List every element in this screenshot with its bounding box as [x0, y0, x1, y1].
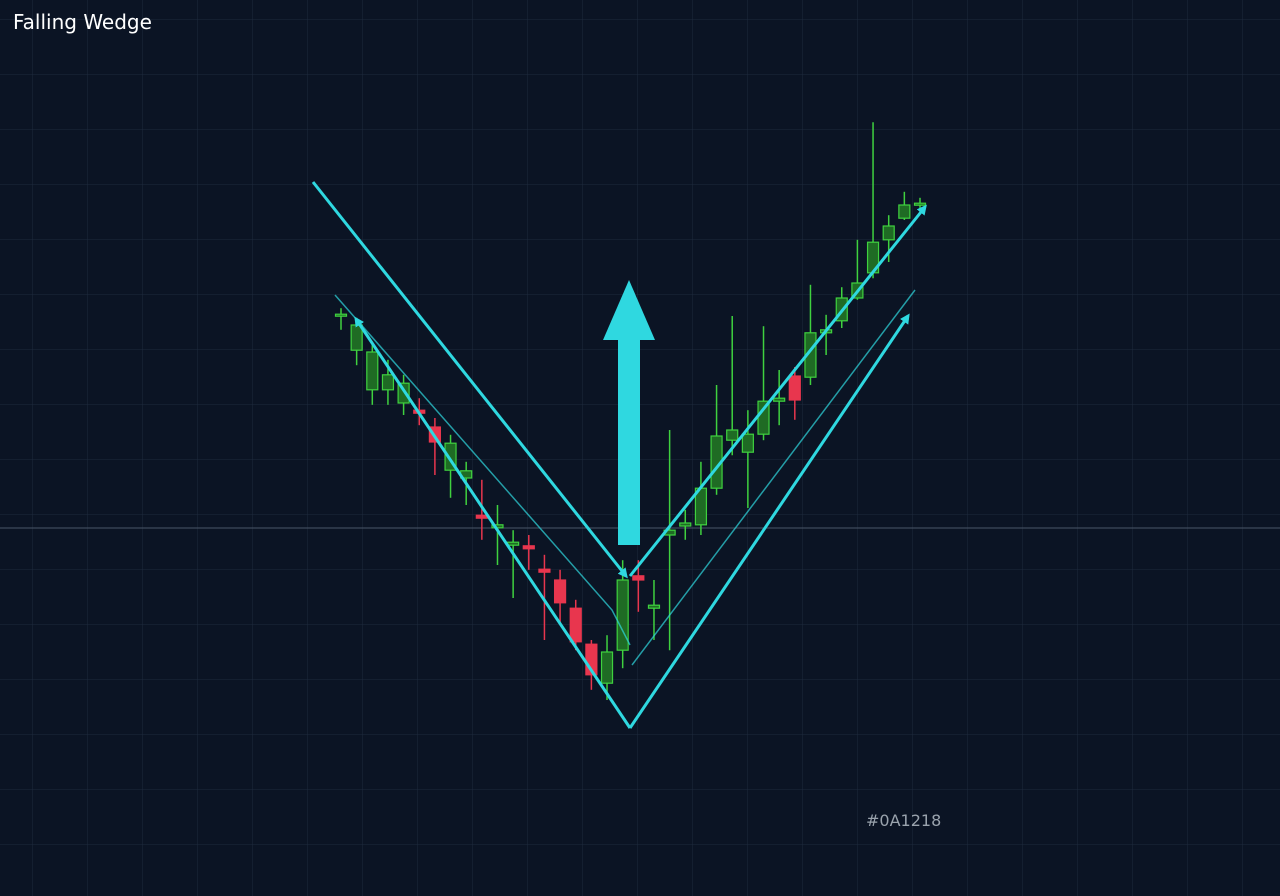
candle-body: [741, 433, 754, 453]
candle-body: [538, 568, 551, 573]
up-arrow: [603, 280, 655, 545]
arrow-shaft: [618, 338, 640, 545]
candle-body: [397, 382, 410, 404]
candle-body: [773, 397, 786, 402]
candle-body: [600, 651, 614, 684]
annotation: #0A1218: [866, 811, 941, 830]
candle-body: [726, 429, 739, 441]
wedge-overlay: [311, 181, 927, 729]
candle-body: [569, 607, 582, 643]
breakout-line: [628, 204, 927, 577]
candle-body: [381, 374, 395, 391]
candle-body: [679, 522, 692, 527]
candle-body: [444, 442, 457, 471]
wedge-lower-line: [354, 316, 632, 729]
candle-body: [913, 202, 927, 206]
candle-body: [522, 545, 535, 550]
candle-body: [475, 514, 488, 519]
candle-body: [632, 575, 645, 581]
arrow-head: [603, 280, 655, 340]
chart-title: Falling Wedge: [13, 10, 152, 34]
candle-body: [898, 204, 911, 219]
candle-body: [882, 225, 895, 241]
candle-body: [334, 313, 348, 317]
candle-body: [350, 324, 363, 351]
wedge-lower-line: [628, 313, 910, 729]
wedge-inner-line: [334, 294, 631, 646]
candle-body: [507, 541, 520, 546]
wedge-inner-line: [631, 289, 916, 666]
candle-body: [616, 579, 629, 651]
candle-body: [647, 604, 661, 609]
candle-body: [788, 375, 801, 401]
candle-body: [553, 579, 567, 604]
wedge-upper-line: [311, 181, 628, 579]
candle-body: [366, 351, 379, 391]
